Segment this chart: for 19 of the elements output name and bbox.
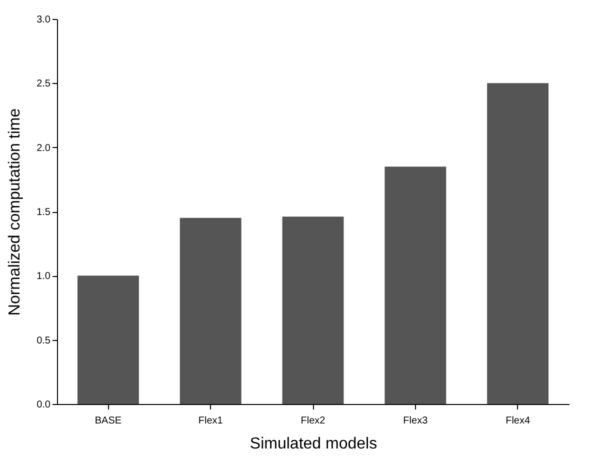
bar [282,216,344,404]
y-tick-label: 2.5 [36,78,51,90]
y-tick-label: 1.0 [36,271,51,282]
bar [487,83,549,404]
y-axis-title: Normalized computation time [6,108,24,316]
y-tick-label: 0.5 [36,335,51,346]
x-tick-label: Flex3 [403,416,428,426]
y-tick-label: 0.0 [36,400,51,410]
x-tick-label: Flex1 [198,416,224,426]
x-tick-label: Flex2 [300,416,326,426]
y-tick-label: 2.0 [36,142,51,154]
y-tick-label: 3.0 [36,14,51,26]
x-tick-label: Flex4 [506,416,530,426]
bar [77,276,139,404]
x-tick-label: BASE [94,416,122,426]
bar [180,218,242,404]
bar [384,166,446,404]
y-tick-label: 1.5 [36,207,51,218]
x-axis-title: Simulated models [250,436,378,452]
